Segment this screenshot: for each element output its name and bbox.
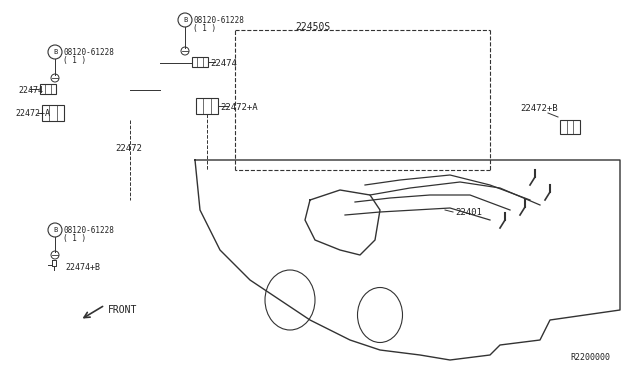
Text: B: B: [53, 49, 57, 55]
Text: ( 1 ): ( 1 ): [63, 234, 86, 243]
Text: 08120-61228: 08120-61228: [193, 16, 244, 25]
Text: B: B: [53, 227, 57, 233]
Text: 22472: 22472: [115, 144, 142, 153]
Text: ( 1 ): ( 1 ): [193, 23, 216, 32]
Text: ( 1 ): ( 1 ): [63, 55, 86, 64]
Text: 08120-61228: 08120-61228: [63, 225, 114, 234]
Text: 22472+B: 22472+B: [520, 103, 557, 112]
Text: 22472+A: 22472+A: [220, 103, 258, 112]
Text: 08120-61228: 08120-61228: [63, 48, 114, 57]
Text: 22401: 22401: [455, 208, 482, 217]
Text: 22474: 22474: [18, 86, 43, 94]
Bar: [196, 98, 218, 114]
Text: 22450S: 22450S: [295, 22, 330, 32]
Text: B: B: [183, 17, 187, 23]
Text: 22474: 22474: [210, 58, 237, 67]
Bar: [192, 57, 208, 67]
Text: FRONT: FRONT: [108, 305, 138, 315]
Text: 22472+A: 22472+A: [15, 109, 50, 118]
Text: 22474+B: 22474+B: [65, 263, 100, 272]
Text: R2200000: R2200000: [570, 353, 610, 362]
Bar: [42, 105, 64, 121]
Bar: [560, 120, 580, 134]
Bar: [40, 84, 56, 94]
